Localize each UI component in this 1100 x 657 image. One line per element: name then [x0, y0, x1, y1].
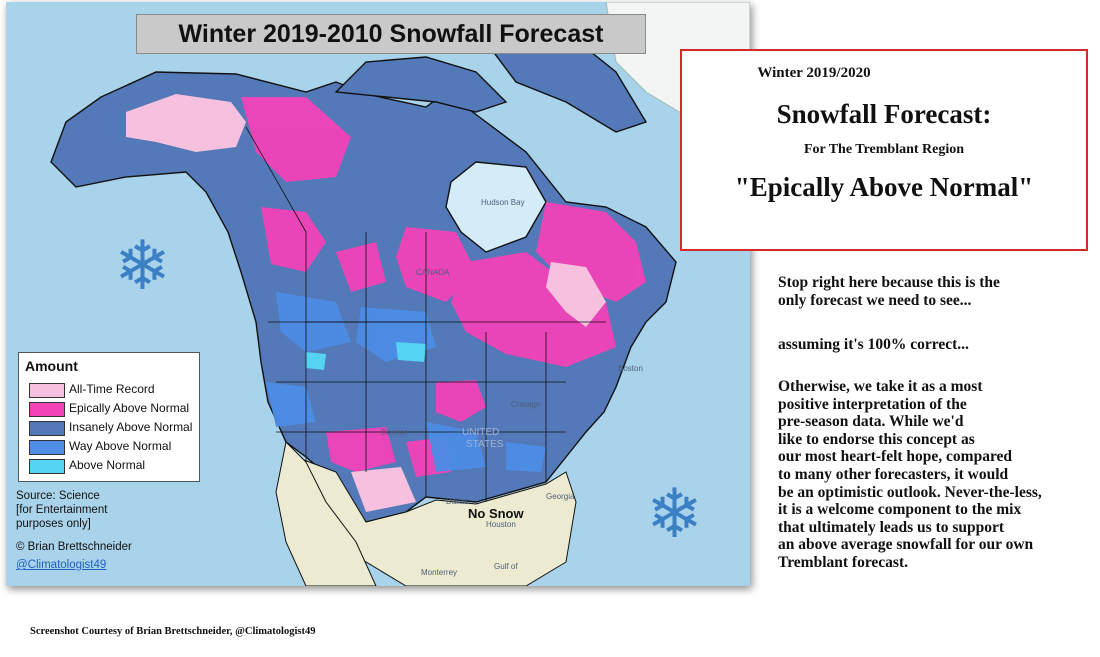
- commentary-paragraph: Otherwise, we take it as a most positive…: [778, 378, 1042, 571]
- callout-region: For The Tremblant Region: [803, 142, 965, 157]
- alaska-record-zone: [126, 94, 246, 152]
- snowflake-icon: ❄: [114, 228, 171, 304]
- source-line: [for Entertainment: [16, 504, 108, 516]
- legend-label: All-Time Record: [69, 382, 155, 396]
- label-chicago: Chicago: [511, 400, 541, 409]
- label-houston: Houston: [486, 520, 516, 529]
- label-gulf: Gulf of: [494, 562, 518, 571]
- hudson-bay: [445, 161, 547, 253]
- snowfall-map: Winter 2019-2010 Snowfall Forecast CANAD…: [6, 2, 750, 586]
- map-title: Winter 2019-2010 Snowfall Forecast: [136, 14, 646, 54]
- legend-label: Above Normal: [69, 458, 146, 472]
- label-hudson-bay: Hudson Bay: [481, 198, 525, 207]
- legend-swatch: [29, 402, 65, 417]
- southwest-record-zone: [351, 467, 416, 512]
- legend-swatch: [29, 421, 65, 436]
- callout-heading: Snowfall Forecast:: [776, 99, 992, 129]
- snowflake-icon: ❄: [646, 476, 703, 552]
- legend-label: Way Above Normal: [69, 439, 172, 453]
- legend-label: Insanely Above Normal: [69, 420, 193, 434]
- climatologist-handle-link[interactable]: @Climatologist49: [16, 559, 107, 571]
- legend-label: Epically Above Normal: [69, 401, 190, 415]
- label-boston: Boston: [618, 364, 643, 373]
- callout-quote: "Epically Above Normal": [734, 172, 1034, 202]
- map-legend: Amount All-Time Record Epically Above No…: [18, 352, 200, 482]
- label-georgia: Georgia: [546, 492, 575, 501]
- screenshot-credit: Screenshot Courtesy of Brian Brettschnei…: [30, 626, 316, 637]
- border-lines: [245, 126, 606, 502]
- legend-swatch: [29, 459, 65, 474]
- callout-season: Winter 2019/2020: [757, 65, 871, 81]
- label-dallas: Dallas: [446, 497, 469, 506]
- author-credit: © Brian Brettschneider: [16, 541, 132, 553]
- legend-swatch: [29, 383, 65, 398]
- map-canvas: [6, 2, 750, 586]
- label-united: UNITED: [462, 427, 500, 438]
- forecast-callout: Winter 2019/2020 Snowfall Forecast: For …: [680, 49, 1088, 251]
- arctic-islands: [334, 56, 508, 113]
- source-line: Source: Science: [16, 490, 100, 502]
- label-canada: CANADA: [416, 268, 450, 277]
- epic-zones: [241, 97, 646, 477]
- label-monterrey: Monterrey: [421, 568, 458, 577]
- label-states: STATES: [466, 439, 504, 450]
- mexico-landmass: [275, 440, 377, 586]
- no-snow-label: No Snow: [468, 506, 524, 521]
- label-denver: Denver: [381, 428, 407, 437]
- commentary-paragraph: assuming it's 100% correct...: [778, 336, 969, 353]
- legend-title: Amount: [25, 358, 78, 374]
- quebec-record-zone: [546, 262, 606, 327]
- commentary-paragraph: Stop right here because this is the only…: [778, 274, 1000, 309]
- legend-swatch: [29, 440, 65, 455]
- source-line: purposes only]: [16, 518, 91, 530]
- above-normal-zones: [306, 342, 426, 370]
